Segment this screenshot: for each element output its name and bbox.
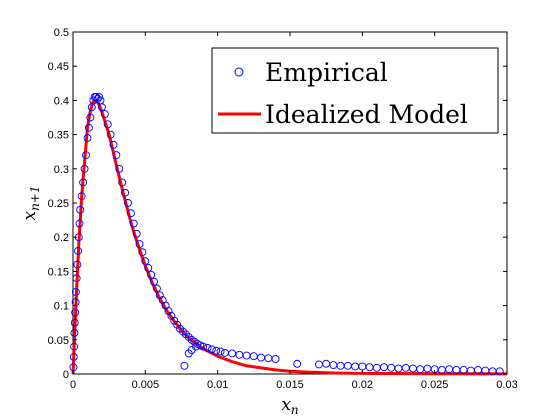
empirical-point-53: [170, 316, 179, 325]
empirical-point-40: [132, 229, 141, 238]
empirical-point-57: [181, 330, 190, 339]
y-tick-label-7: 0.35: [48, 130, 69, 142]
empirical-point-106: [495, 367, 504, 376]
empirical-point-36: [121, 188, 130, 197]
empirical-point-5: [71, 308, 80, 317]
empirical-point-8: [72, 274, 81, 283]
empirical-point-18: [83, 134, 92, 142]
empirical-point-1: [69, 352, 78, 361]
y-tick-label-5: 0.25: [48, 198, 69, 210]
y-tick-label-6: 0.3: [54, 164, 69, 176]
empirical-point-19: [84, 123, 93, 132]
empirical-point-67: [216, 347, 225, 356]
empirical-point-46: [150, 277, 158, 286]
empirical-point-9: [73, 260, 82, 269]
empirical-point-64: [203, 344, 212, 352]
y-tick-label-1: 0.05: [48, 335, 69, 347]
y-tick-label-0: 0: [63, 369, 69, 381]
y-tick-label-2: 0.1: [54, 301, 69, 313]
empirical-point-66: [212, 346, 221, 355]
x-tick-label-3: 0.015: [276, 379, 304, 391]
legend-empirical-label: Empirical: [265, 58, 388, 87]
y-tick-label-9: 0.45: [48, 61, 69, 73]
x-axis-label-base: x: [281, 395, 291, 415]
empirical-point-42: [138, 248, 147, 257]
x-tick-label-6: 0.03: [496, 379, 517, 391]
empirical-point-31: [106, 130, 115, 139]
empirical-point-2: [70, 342, 79, 351]
empirical-point-43: [141, 257, 150, 266]
empirical-point-77: [180, 361, 189, 370]
y-tick-label-10: 0.5: [54, 27, 69, 39]
empirical-point-26: [95, 93, 103, 101]
empirical-point-82: [322, 359, 331, 368]
empirical-point-65: [207, 345, 216, 354]
x-axis-label-sub: n: [291, 403, 299, 417]
empirical-point-4: [70, 318, 79, 327]
legend-empirical-marker: [234, 67, 244, 77]
empirical-point-45: [147, 270, 156, 279]
y-tick-label-3: 0.15: [48, 266, 69, 278]
empirical-point-7: [71, 287, 80, 296]
x-tick-label-0: 0: [70, 379, 76, 391]
x-tick-label-4: 0.02: [352, 379, 373, 391]
x-tick-label-5: 0.025: [421, 379, 449, 391]
empirical-point-58: [184, 333, 193, 342]
x-axis-label: xn: [281, 395, 298, 417]
empirical-point-32: [109, 140, 118, 149]
legend: Empirical Idealized Model: [211, 47, 499, 134]
empirical-point-39: [129, 219, 138, 228]
empirical-point-44: [144, 264, 153, 272]
idealized-model-line: [71, 98, 508, 376]
empirical-point-37: [124, 199, 132, 207]
empirical-point-54: [173, 320, 182, 329]
y-tick-label-8: 0.4: [54, 95, 69, 107]
empirical-point-56: [178, 327, 187, 336]
empirical-point-47: [152, 284, 161, 293]
empirical-point-3: [70, 329, 79, 337]
empirical-point-41: [135, 240, 144, 248]
empirical-point-72: [249, 352, 258, 361]
empirical-point-38: [126, 209, 135, 218]
empirical-point-30: [103, 120, 112, 129]
y-axis-label: xn+1: [20, 185, 42, 220]
empirical-point-29: [100, 110, 109, 119]
empirical-point-80: [293, 359, 302, 368]
legend-model-label: Idealized Model: [265, 100, 468, 129]
empirical-point-33: [112, 151, 121, 160]
empirical-point-35: [118, 178, 127, 187]
empirical-point-16: [80, 164, 89, 173]
x-tick-label-1: 0.005: [132, 379, 160, 391]
empirical-point-75: [271, 355, 280, 363]
x-ticks: 0 0.005 0.01 0.015 0.02 0.025 0.03: [70, 32, 518, 391]
legend-box: [211, 47, 499, 134]
empirical-point-10: [74, 246, 83, 255]
scatter-layer: [69, 93, 504, 376]
empirical-point-14: [77, 192, 86, 201]
x-tick-label-2: 0.01: [207, 379, 228, 391]
empirical-point-34: [115, 164, 124, 173]
y-axis-label-sub: n+1: [28, 185, 42, 210]
empirical-point-55: [176, 324, 185, 333]
empirical-point-17: [82, 151, 90, 160]
empirical-point-15: [79, 178, 88, 187]
model-line-layer: [71, 98, 508, 376]
empirical-point-12: [75, 219, 84, 228]
empirical-point-20: [86, 113, 95, 122]
empirical-point-13: [76, 205, 85, 214]
y-axis-label-base: x: [20, 211, 40, 221]
y-ticks: 0 0.05 0.1 0.15 0.2 0.25 0.3 0.35 0.4 0.45 0.5: [48, 27, 507, 381]
y-tick-label-4: 0.2: [54, 232, 69, 244]
empirical-point-69: [228, 349, 237, 358]
empirical-point-28: [97, 103, 106, 112]
empirical-point-79: [192, 342, 200, 351]
